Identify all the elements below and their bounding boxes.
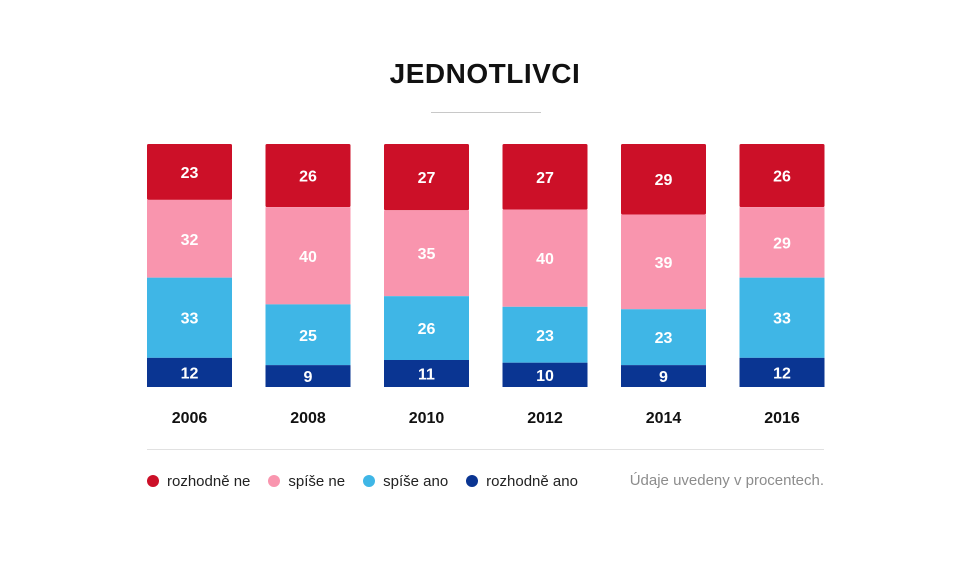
x-tick-label: 2010 <box>409 410 445 427</box>
bar-segment-2006-3 <box>147 277 232 358</box>
bar-segment-2006-1 <box>147 144 232 200</box>
data-label: 40 <box>536 251 554 268</box>
bar-segment-2008-1 <box>265 144 351 208</box>
x-tick-label: 2016 <box>764 410 800 427</box>
bar-segment-2014-3 <box>621 309 706 366</box>
data-label: 12 <box>181 365 199 382</box>
bar-segment-2012-1 <box>502 144 588 210</box>
legend-item-rozhodne-ne: rozhodně ne <box>147 473 250 490</box>
bar-segment-2008-3 <box>265 304 351 366</box>
bar-segment-2014-4 <box>621 365 706 387</box>
data-label: 9 <box>659 369 668 386</box>
legend-swatch-spise-ne <box>268 475 281 487</box>
bar-segment-2016-1 <box>739 144 825 208</box>
bar-segment-2008-4 <box>265 365 351 387</box>
data-label: 11 <box>418 367 435 384</box>
x-tick-label: 2014 <box>646 410 682 427</box>
data-label: 26 <box>773 169 791 186</box>
data-label: 32 <box>181 232 199 249</box>
data-label: 27 <box>418 170 436 187</box>
bar-segment-2006-2 <box>147 199 232 278</box>
data-label: 35 <box>418 246 436 263</box>
data-label: 29 <box>655 172 673 189</box>
stacked-bar-chart: 23 32 33 12 2006 26 40 25 9 2008 27 35 26 11 2010 27 40 2… <box>147 144 825 427</box>
units-note: Údaje uvedeny v procentech. <box>629 472 824 489</box>
bar-segment-2016-2 <box>739 207 825 278</box>
legend-label: spíše ne <box>288 472 346 490</box>
chart-title: JEDNOTLIVCI <box>389 58 581 89</box>
data-label: 40 <box>299 249 317 266</box>
data-label: 27 <box>536 170 554 187</box>
data-label: 23 <box>181 165 199 182</box>
bar-segment-2008-2 <box>265 207 351 305</box>
bar-segment-2010-3 <box>384 296 469 360</box>
legend-item-spise-ano: spíše ano <box>363 473 448 490</box>
data-label: 23 <box>655 330 673 347</box>
legend-item-rozhodne-ano: rozhodně ano <box>466 473 578 490</box>
x-tick-label: 2008 <box>290 410 326 427</box>
legend-divider <box>147 449 824 450</box>
data-label: 39 <box>655 255 673 272</box>
x-tick-label: 2012 <box>527 410 563 427</box>
title-divider <box>431 112 541 113</box>
data-label: 9 <box>304 369 313 386</box>
data-label: 26 <box>299 169 317 186</box>
legend-swatch-rozhodne-ano <box>466 475 479 487</box>
bar-segment-2006-4 <box>147 357 232 387</box>
legend-label: spíše ano <box>383 472 449 490</box>
bar-segment-2012-4 <box>502 362 588 387</box>
bar-segment-2012-2 <box>502 209 588 307</box>
data-label: 33 <box>773 311 791 328</box>
bar-segment-2014-2 <box>621 214 706 310</box>
data-label: 23 <box>536 328 554 345</box>
bar-segment-2010-1 <box>384 144 469 211</box>
data-label: 26 <box>418 321 436 338</box>
data-label: 12 <box>773 365 791 382</box>
legend: rozhodně ne spíše ne spíše ano rozhodně … <box>147 470 596 492</box>
legend-label: rozhodně ano <box>486 472 578 490</box>
legend-label: rozhodně ne <box>167 472 251 490</box>
bar-segment-2016-4 <box>739 357 825 387</box>
legend-swatch-rozhodne-ne <box>147 475 159 487</box>
bar-segment-2012-3 <box>502 306 588 363</box>
data-label: 25 <box>299 328 317 345</box>
bar-segment-2010-4 <box>384 360 469 387</box>
data-label: 29 <box>773 235 791 252</box>
legend-swatch-spise-ano <box>363 475 376 487</box>
data-label: 33 <box>181 311 199 328</box>
legend-item-spise-ne: spíše ne <box>268 473 345 490</box>
bar-segment-2014-1 <box>621 144 706 215</box>
bar-segment-2010-2 <box>384 210 469 297</box>
data-label: 10 <box>536 368 554 385</box>
x-tick-label: 2006 <box>172 410 208 427</box>
bar-segment-2016-3 <box>739 277 825 358</box>
